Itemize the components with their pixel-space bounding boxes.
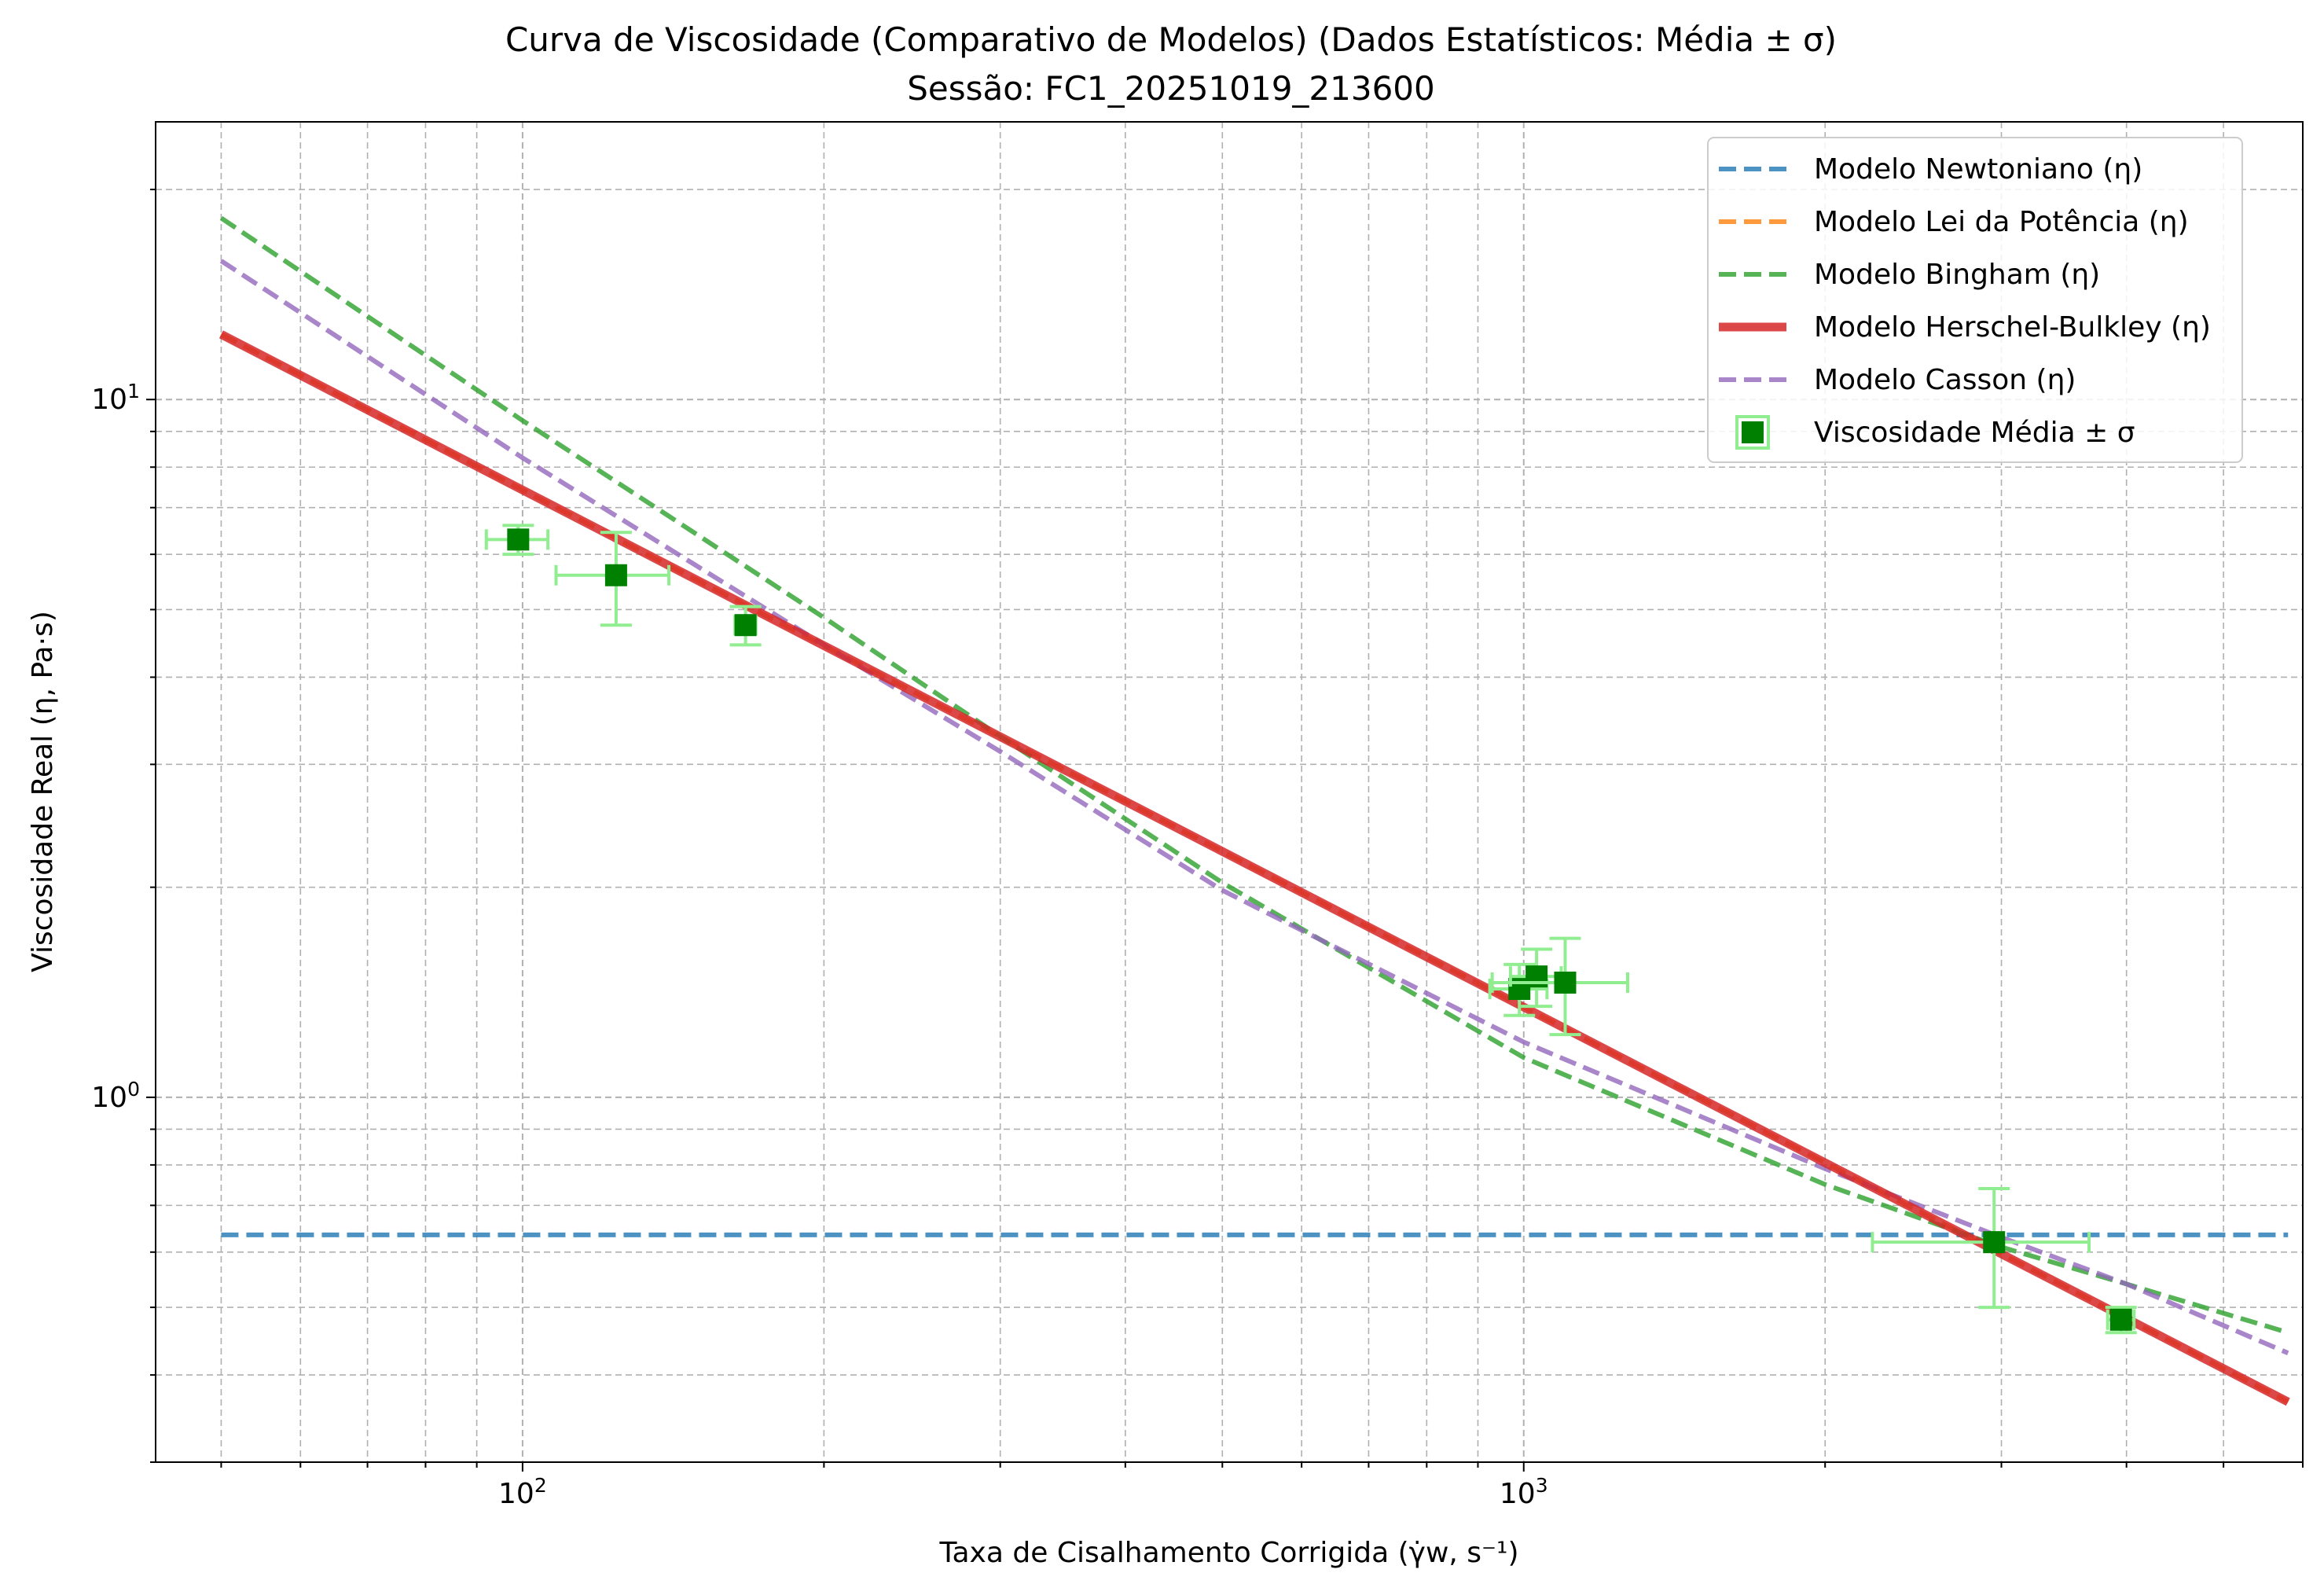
series-line-4 xyxy=(219,259,2289,1355)
data-point xyxy=(729,605,762,647)
legend-label: Viscosidade Média ± σ xyxy=(1814,417,2135,449)
legend-errorbar-handle xyxy=(1735,415,1770,450)
x-tick-label: 103 xyxy=(1500,1474,1548,1510)
chart-subtitle: Sessão: FC1_20251019_213600 xyxy=(907,69,1435,108)
legend-marker-handle xyxy=(1742,421,1764,443)
series-layer xyxy=(218,215,2290,1406)
legend-label: Modelo Bingham (η) xyxy=(1814,259,2100,291)
legend-label: Modelo Casson (η) xyxy=(1814,364,2076,396)
legend-box xyxy=(1707,137,2243,463)
data-point xyxy=(554,531,671,627)
series-line-3 xyxy=(218,330,2290,1406)
data-marker xyxy=(1554,971,1577,994)
data-marker xyxy=(604,564,627,586)
legend-label: Modelo Newtoniano (η) xyxy=(1814,153,2142,186)
data-marker xyxy=(734,614,757,637)
data-marker xyxy=(507,528,530,551)
data-point xyxy=(1490,936,1629,1037)
data-marker xyxy=(2109,1308,2132,1331)
y-tick-label: 100 xyxy=(91,1078,140,1114)
data-point xyxy=(1871,1186,2091,1310)
data-point xyxy=(484,524,550,557)
grid-lines xyxy=(156,122,2304,1463)
legend: Modelo Newtoniano (η) Modelo Lei da Potên… xyxy=(1707,137,2243,463)
data-point xyxy=(2105,1306,2137,1335)
data-marker xyxy=(1983,1231,2006,1254)
axis-ticks: 102 103 100 101 xyxy=(91,189,2304,1510)
y-tick-label: 101 xyxy=(91,380,140,416)
chart-title: Curva de Viscosidade (Comparativo de Mod… xyxy=(505,20,1837,59)
x-tick-label: 102 xyxy=(498,1474,547,1510)
y-axis-label: Viscosidade Real (η, Pa·s) xyxy=(27,611,59,972)
legend-label: Modelo Herschel-Bulkley (η) xyxy=(1814,311,2211,344)
legend-label: Modelo Lei da Potência (η) xyxy=(1814,206,2189,238)
series-line-2 xyxy=(219,215,2289,1336)
plot-frame xyxy=(155,121,2304,1463)
x-axis-label: Taxa de Cisalhamento Corrigida (γ̇w, s⁻¹… xyxy=(938,1537,1518,1569)
